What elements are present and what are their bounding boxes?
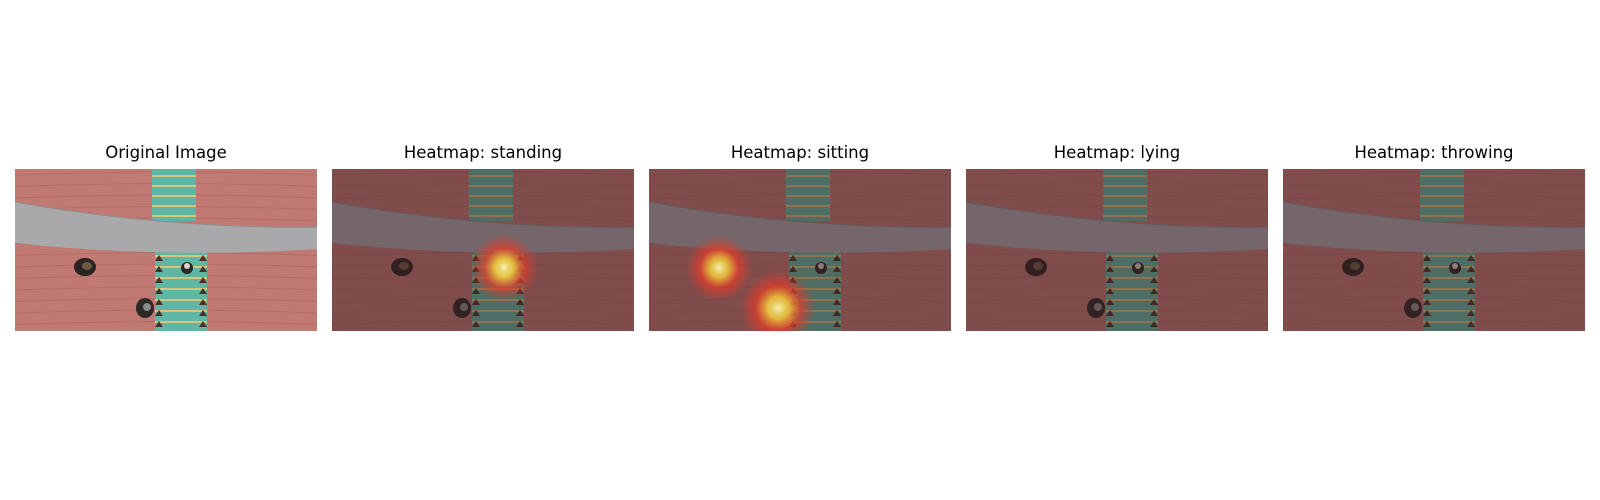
panel-heatmap-throwing: Heatmap: throwing — [1283, 141, 1585, 331]
panel-title: Original Image — [105, 143, 227, 162]
heatmap-overlay — [966, 169, 1268, 331]
panel-heatmap-lying: Heatmap: lying — [966, 141, 1268, 331]
original-image — [15, 169, 317, 331]
heatmap-image — [649, 169, 951, 331]
heat-spot — [686, 235, 752, 301]
panel-title: Heatmap: lying — [1053, 143, 1181, 162]
panel-title: Heatmap: sitting — [730, 143, 870, 162]
heatmap-image — [332, 169, 634, 331]
heat-spot — [470, 234, 538, 302]
panel-heatmap-sitting: Heatmap: sitting — [649, 141, 951, 331]
walkway — [1283, 202, 1585, 253]
panel-original: Original Image — [15, 141, 317, 331]
walkway — [966, 202, 1268, 253]
walkway — [15, 202, 317, 253]
heatmap-overlay — [1283, 169, 1585, 331]
walkway — [332, 202, 634, 253]
heatmap-image — [966, 169, 1268, 331]
heatmap-image — [1283, 169, 1585, 331]
panel-title: Heatmap: standing — [403, 143, 563, 162]
panel-title: Heatmap: throwing — [1354, 143, 1514, 162]
heat-spot — [740, 270, 816, 331]
panel-heatmap-standing: Heatmap: standing — [332, 141, 634, 331]
